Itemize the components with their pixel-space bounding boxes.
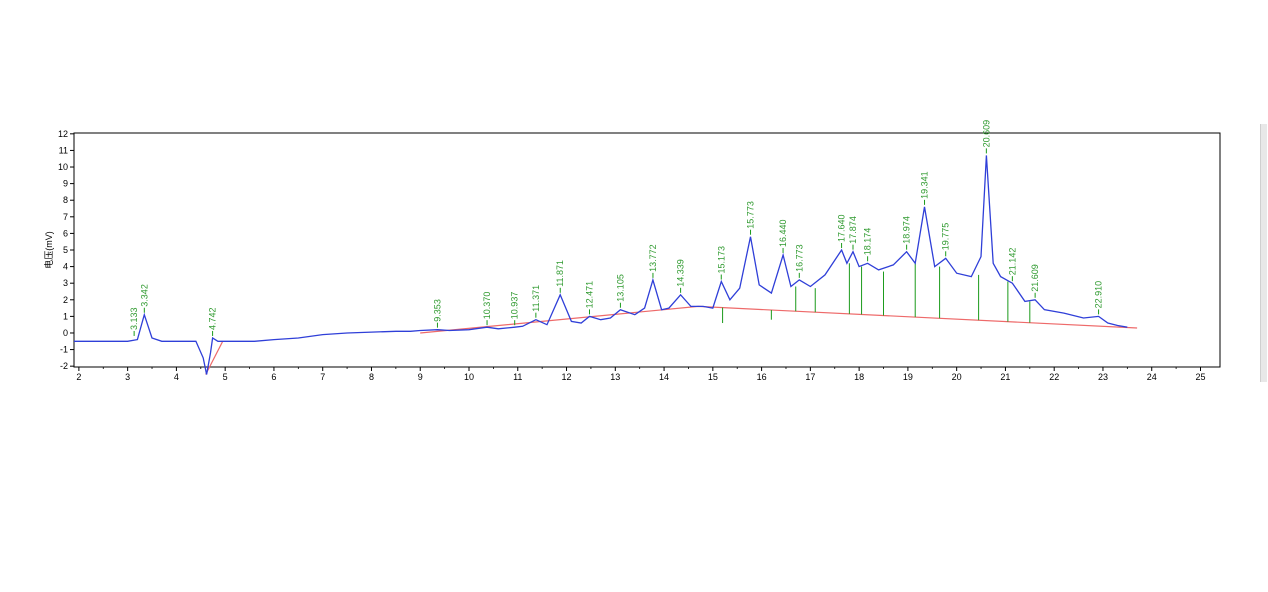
plot-area-frame [73, 132, 1221, 368]
peak-label: 15.773 [746, 201, 756, 229]
y-tick-label: 9 [63, 179, 68, 189]
peak-label: 18.974 [902, 216, 912, 244]
y-tick-label: 11 [59, 145, 68, 155]
peak-label: 11.371 [531, 285, 541, 312]
peak-label: 9.353 [433, 299, 443, 322]
peak-label: 20.609 [981, 120, 991, 148]
x-tick-label: 3 [125, 372, 130, 382]
y-tick-label: 12 [58, 129, 68, 139]
peak-label: 15.173 [716, 246, 726, 274]
x-tick-label: 21 [1000, 372, 1010, 382]
y-tick-label: 3 [63, 278, 68, 288]
x-tick-label: 7 [320, 372, 325, 382]
peak-label: 17.874 [848, 216, 858, 244]
chromatogram-trace [74, 155, 1128, 375]
y-tick-label: 6 [63, 228, 68, 238]
x-tick-label: 24 [1147, 372, 1157, 382]
drop-lines-group [722, 263, 1031, 324]
peak-label: 21.142 [1007, 248, 1017, 276]
peak-label: 21.609 [1030, 264, 1040, 292]
y-axis-label: 电压(mV) [43, 231, 54, 269]
x-tick-label: 14 [659, 372, 669, 382]
y-tick-label: -1 [60, 345, 68, 355]
x-tick-label: 10 [464, 372, 474, 382]
peak-label: 19.341 [920, 171, 930, 199]
peak-label: 3.133 [129, 307, 139, 330]
scrollbar-edge [1260, 124, 1267, 382]
peak-label: 18.174 [863, 228, 873, 256]
y-tick-label: 7 [63, 212, 68, 222]
x-axis: 2 3 4 5 6 7 8 9 10 11 12 13 14 15 16 17 18 19 20 21 22 23 24 25 [76, 367, 1206, 382]
peak-label: 22.910 [1094, 281, 1104, 309]
peak-label: 17.640 [837, 214, 847, 242]
x-tick-label: 17 [805, 372, 815, 382]
peak-label: 12.471 [585, 281, 595, 309]
x-tick-label: 22 [1049, 372, 1059, 382]
x-tick-label: 25 [1195, 372, 1205, 382]
peak-label: 10.937 [510, 292, 520, 320]
y-tick-label: 8 [63, 195, 68, 205]
x-tick-label: 20 [952, 372, 962, 382]
baseline-segment [205, 341, 224, 375]
x-tick-label: 5 [223, 372, 228, 382]
y-tick-label: 0 [63, 328, 68, 338]
x-tick-label: 4 [174, 372, 179, 382]
y-tick-label: 4 [63, 262, 68, 272]
x-tick-label: 6 [271, 372, 276, 382]
x-tick-label: 15 [708, 372, 718, 382]
x-tick-label: 18 [854, 372, 864, 382]
y-tick-label: 2 [63, 295, 68, 305]
x-tick-label: 11 [513, 372, 522, 382]
y-tick-label: 10 [58, 162, 68, 172]
y-tick-label: 5 [63, 245, 68, 255]
x-tick-label: 9 [418, 372, 423, 382]
peak-label: 19.775 [941, 223, 951, 251]
x-tick-label: 19 [903, 372, 913, 382]
peak-label: 11.871 [555, 260, 565, 287]
x-tick-label: 16 [757, 372, 767, 382]
y-tick-label: 1 [63, 311, 68, 321]
x-tick-label: 12 [562, 372, 572, 382]
x-tick-label: 8 [369, 372, 374, 382]
peak-label: 3.342 [139, 284, 149, 307]
peak-label: 16.773 [794, 244, 804, 272]
y-tick-label: -2 [60, 361, 68, 371]
x-tick-label: 23 [1098, 372, 1108, 382]
peak-label: 16.440 [778, 219, 788, 247]
peak-label: 4.742 [208, 307, 218, 330]
peak-label: 13.105 [615, 274, 625, 302]
peak-label: 14.339 [676, 259, 686, 287]
peak-label: 13.772 [648, 244, 658, 272]
x-tick-label: 13 [610, 372, 620, 382]
x-tick-label: 2 [76, 372, 81, 382]
peak-label: 10.370 [482, 292, 492, 320]
